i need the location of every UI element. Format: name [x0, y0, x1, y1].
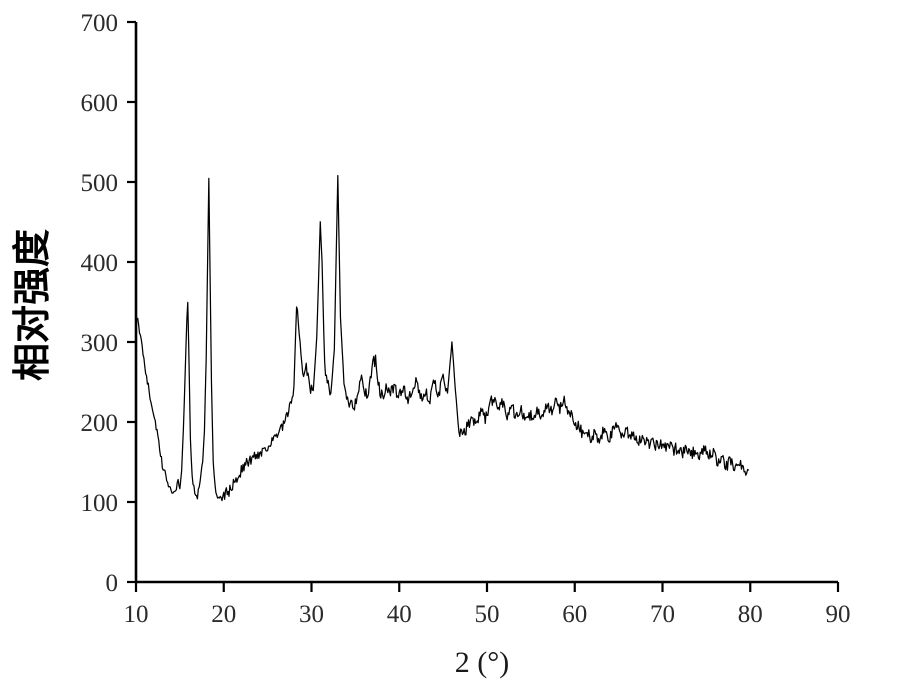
- y-tick-label: 300: [81, 330, 119, 357]
- y-axis-title: 相对强度: [10, 229, 54, 381]
- y-tick-label: 500: [81, 170, 119, 197]
- x-tick-label: 60: [562, 601, 587, 628]
- y-tick-marks: [127, 20, 136, 584]
- x-tick-label: 80: [738, 601, 763, 628]
- x-tick-labels: 10 20 30 40 50 60 70 80 90: [124, 601, 851, 628]
- y-tick-label: 100: [81, 490, 119, 517]
- x-tick-label: 50: [475, 601, 500, 628]
- y-tick-labels: 0 100 200 300 400 500 600 700: [81, 10, 119, 597]
- x-tick-label: 40: [387, 601, 412, 628]
- y-tick-label: 700: [81, 10, 119, 37]
- x-tick-label: 20: [211, 601, 236, 628]
- y-tick-label: 400: [81, 250, 119, 277]
- x-axis-title: 2 (°): [455, 646, 509, 679]
- y-tick-label: 200: [81, 410, 119, 437]
- x-tick-label: 70: [650, 601, 675, 628]
- xrd-intensity-curve: [135, 174, 750, 502]
- x-tick-marks: [134, 582, 840, 592]
- x-tick-label: 30: [299, 601, 324, 628]
- x-tick-label: 10: [124, 601, 149, 628]
- x-tick-label: 90: [826, 601, 851, 628]
- y-tick-label: 600: [81, 90, 119, 117]
- y-tick-label: 0: [106, 570, 119, 597]
